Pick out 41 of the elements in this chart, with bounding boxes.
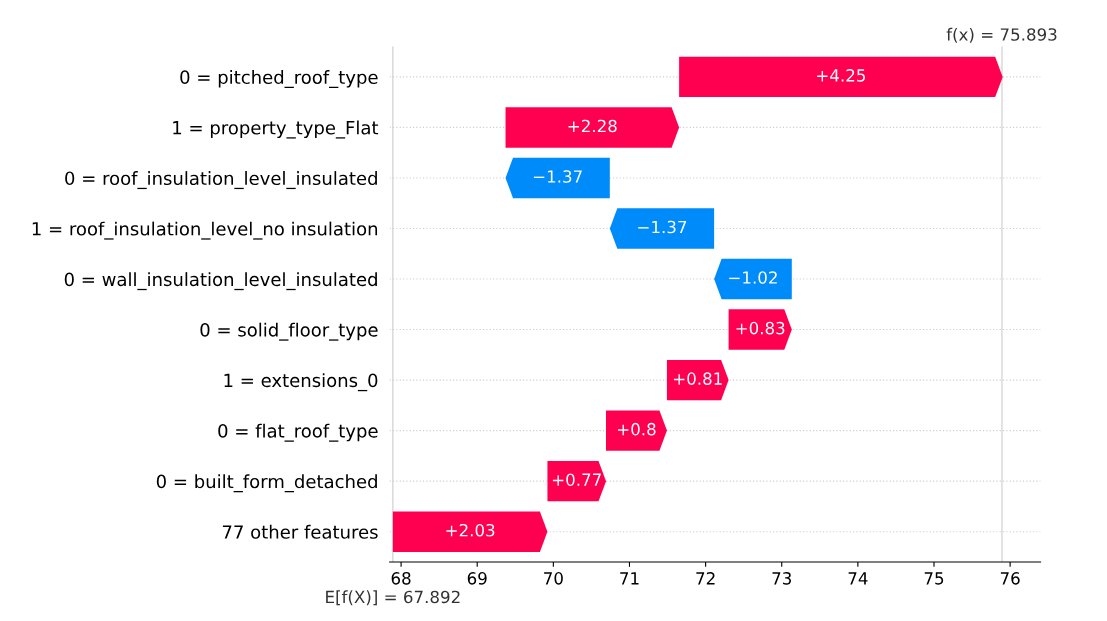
data-label: +2.03 [446,523,495,537]
y-tick-label: 0 = flat_roof_type [218,423,378,442]
ref-line-label: E[f(X)] = 67.892 [326,590,460,606]
x-tick-label: 68 [391,572,411,585]
data-label: +4.25 [817,69,865,82]
bar [728,309,792,350]
bar [392,511,548,552]
y-tick-label: 1 = extensions_0 [224,373,378,392]
data-label: −1.37 [533,170,582,183]
data-label: +0.77 [552,473,601,486]
data-label: −1.02 [729,271,777,284]
data-label: −1.37 [638,220,687,234]
bar [505,107,680,148]
y-tick-label: 0 = solid_floor_type [200,322,378,341]
y-tick-label: 1 = property_type_Flat [173,120,379,139]
ref-line-label: f(x) = 75.893 [946,27,1057,43]
x-tick-label: 70 [544,572,563,585]
data-label: +2.28 [568,119,617,133]
data-label: +0.8 [618,422,656,436]
x-tick-label: 69 [467,572,487,585]
x-tick-label: 71 [620,572,639,585]
x-tick-label: 73 [772,572,791,585]
data-label: +0.83 [736,321,785,335]
bar [666,359,729,401]
y-tick-label: 0 = built_form_detached [156,474,377,493]
y-tick-label: 0 = pitched_roof_type [180,70,378,89]
x-tick-label: 76 [1000,572,1020,585]
x-tick-label: 75 [924,572,944,585]
bar [609,208,715,249]
y-tick-label: 0 = roof_insulation_level_insulated [65,171,377,190]
data-label: +0.81 [673,372,722,385]
y-tick-label: 77 other features [222,524,378,539]
bar [606,410,667,451]
bar [505,157,610,199]
y-tick-label: 0 = wall_insulation_level_insulated [64,272,377,291]
y-tick-label: 1 = roof_insulation_level_no insulation [32,221,378,240]
bar [714,258,792,300]
bar [547,460,607,502]
x-tick-label: 72 [696,572,715,585]
bar [679,56,1003,98]
x-tick-label: 74 [848,572,868,585]
